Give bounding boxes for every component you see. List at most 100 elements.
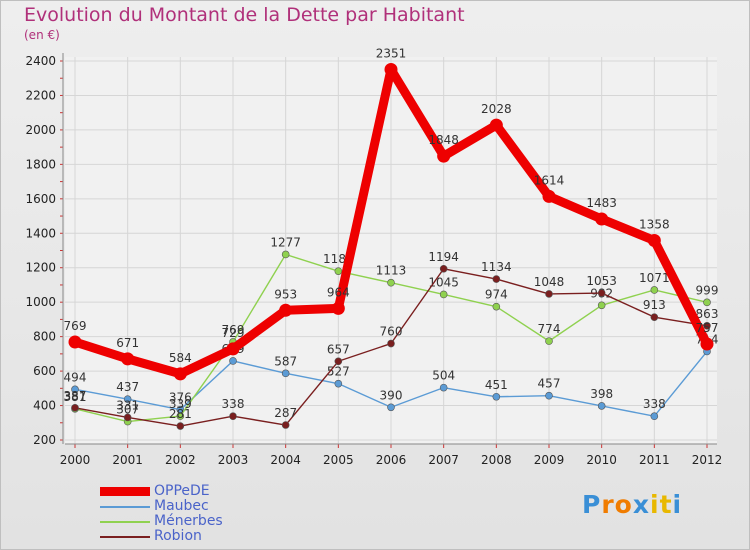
data-label: 1113 <box>376 264 407 278</box>
data-point <box>439 290 448 299</box>
logo-letter: r <box>601 490 615 519</box>
logo-letter: i <box>672 490 683 519</box>
x-tick-label: 2008 <box>481 453 512 467</box>
y-tick-label: 800 <box>33 330 56 344</box>
data-point <box>650 412 659 421</box>
data-label: 451 <box>485 378 508 392</box>
x-tick-label: 2006 <box>376 453 407 467</box>
data-label: 1071 <box>639 271 670 285</box>
data-point <box>545 290 553 298</box>
y-tick-label: 600 <box>33 364 56 378</box>
data-label: 757 <box>696 321 719 335</box>
data-point <box>123 413 132 422</box>
data-point <box>334 379 343 388</box>
chart-subtitle: (en €) <box>24 28 60 42</box>
x-tick-label: 2004 <box>270 453 301 467</box>
data-point <box>542 189 556 203</box>
data-point <box>437 149 451 163</box>
data-label: 671 <box>116 336 139 350</box>
x-tick-label: 2009 <box>534 453 565 467</box>
data-point <box>71 403 79 412</box>
data-point <box>387 278 395 287</box>
data-point <box>229 357 237 365</box>
data-label: 657 <box>327 342 350 356</box>
data-label: 376 <box>169 391 192 405</box>
data-label: 953 <box>274 287 297 301</box>
data-label: 1277 <box>270 235 301 249</box>
data-label: 437 <box>116 380 139 394</box>
x-tick-label: 2001 <box>112 453 143 467</box>
data-point <box>595 212 609 226</box>
data-label: 381 <box>64 390 87 404</box>
data-point <box>281 421 290 429</box>
data-label: 1194 <box>428 250 459 264</box>
data-point <box>121 352 135 366</box>
legend-item: OPPeDE <box>100 484 223 499</box>
logo-letter: x <box>632 490 650 519</box>
x-tick-label: 2010 <box>586 453 617 467</box>
data-label: 2028 <box>481 102 512 116</box>
logo-letter: o <box>614 490 633 519</box>
data-label: 281 <box>169 407 192 421</box>
legend-label: Maubec <box>154 498 209 514</box>
data-label: 1358 <box>639 218 670 232</box>
legend-item: Robion <box>100 529 223 544</box>
data-label: 964 <box>327 285 350 299</box>
legend-swatch <box>100 505 150 508</box>
x-tick-label: 2000 <box>60 453 91 467</box>
data-point <box>226 342 240 356</box>
data-label: 760 <box>380 325 403 339</box>
legend-item: Maubec <box>100 499 223 514</box>
data-point <box>123 395 132 403</box>
data-label: 338 <box>222 397 245 411</box>
data-label: 331 <box>116 398 139 412</box>
data-point <box>492 392 501 401</box>
data-label: 457 <box>538 377 561 391</box>
data-label: 769 <box>64 319 87 333</box>
x-tick-label: 2003 <box>218 453 249 467</box>
data-point <box>334 357 343 366</box>
logo-letter: P <box>582 490 602 519</box>
x-tick-label: 2005 <box>323 453 354 467</box>
chart-title: Evolution du Montant de la Dette par Hab… <box>24 4 465 26</box>
data-label: 1053 <box>586 274 617 288</box>
legend-swatch <box>100 520 150 523</box>
data-point <box>281 369 290 378</box>
data-point <box>597 289 606 297</box>
data-point <box>492 302 501 311</box>
legend-item: Ménerbes <box>100 514 223 529</box>
data-label: 338 <box>643 397 666 411</box>
legend: OPPeDE Maubec Ménerbes Robion <box>100 484 223 544</box>
data-label: 1483 <box>586 196 617 210</box>
data-point <box>334 267 343 275</box>
data-point <box>489 118 503 132</box>
legend-swatch <box>100 535 150 538</box>
data-label: 587 <box>274 354 297 368</box>
data-label: 913 <box>643 298 666 312</box>
data-label: 1045 <box>428 275 459 289</box>
data-label: 863 <box>696 307 719 321</box>
data-point <box>71 385 79 394</box>
data-label: 2351 <box>376 46 407 60</box>
data-point <box>545 337 553 345</box>
data-point <box>700 337 714 351</box>
data-point <box>597 402 606 410</box>
y-tick-label: 2200 <box>25 88 56 102</box>
data-label: 307 <box>116 403 139 417</box>
data-label: 504 <box>432 369 455 383</box>
data-label: 1614 <box>534 173 565 187</box>
data-point <box>331 301 345 315</box>
data-label: 287 <box>274 406 297 420</box>
data-point <box>703 321 711 330</box>
x-tick-label: 2007 <box>428 453 459 467</box>
data-point <box>650 286 659 294</box>
logo-letter: t <box>659 490 673 519</box>
data-label: 774 <box>538 322 561 336</box>
x-tick-label: 2012 <box>692 453 723 467</box>
data-label: 729 <box>222 326 245 340</box>
y-tick-label: 1400 <box>25 226 56 240</box>
data-point <box>279 303 293 317</box>
data-point <box>387 403 395 412</box>
data-point <box>176 412 185 420</box>
